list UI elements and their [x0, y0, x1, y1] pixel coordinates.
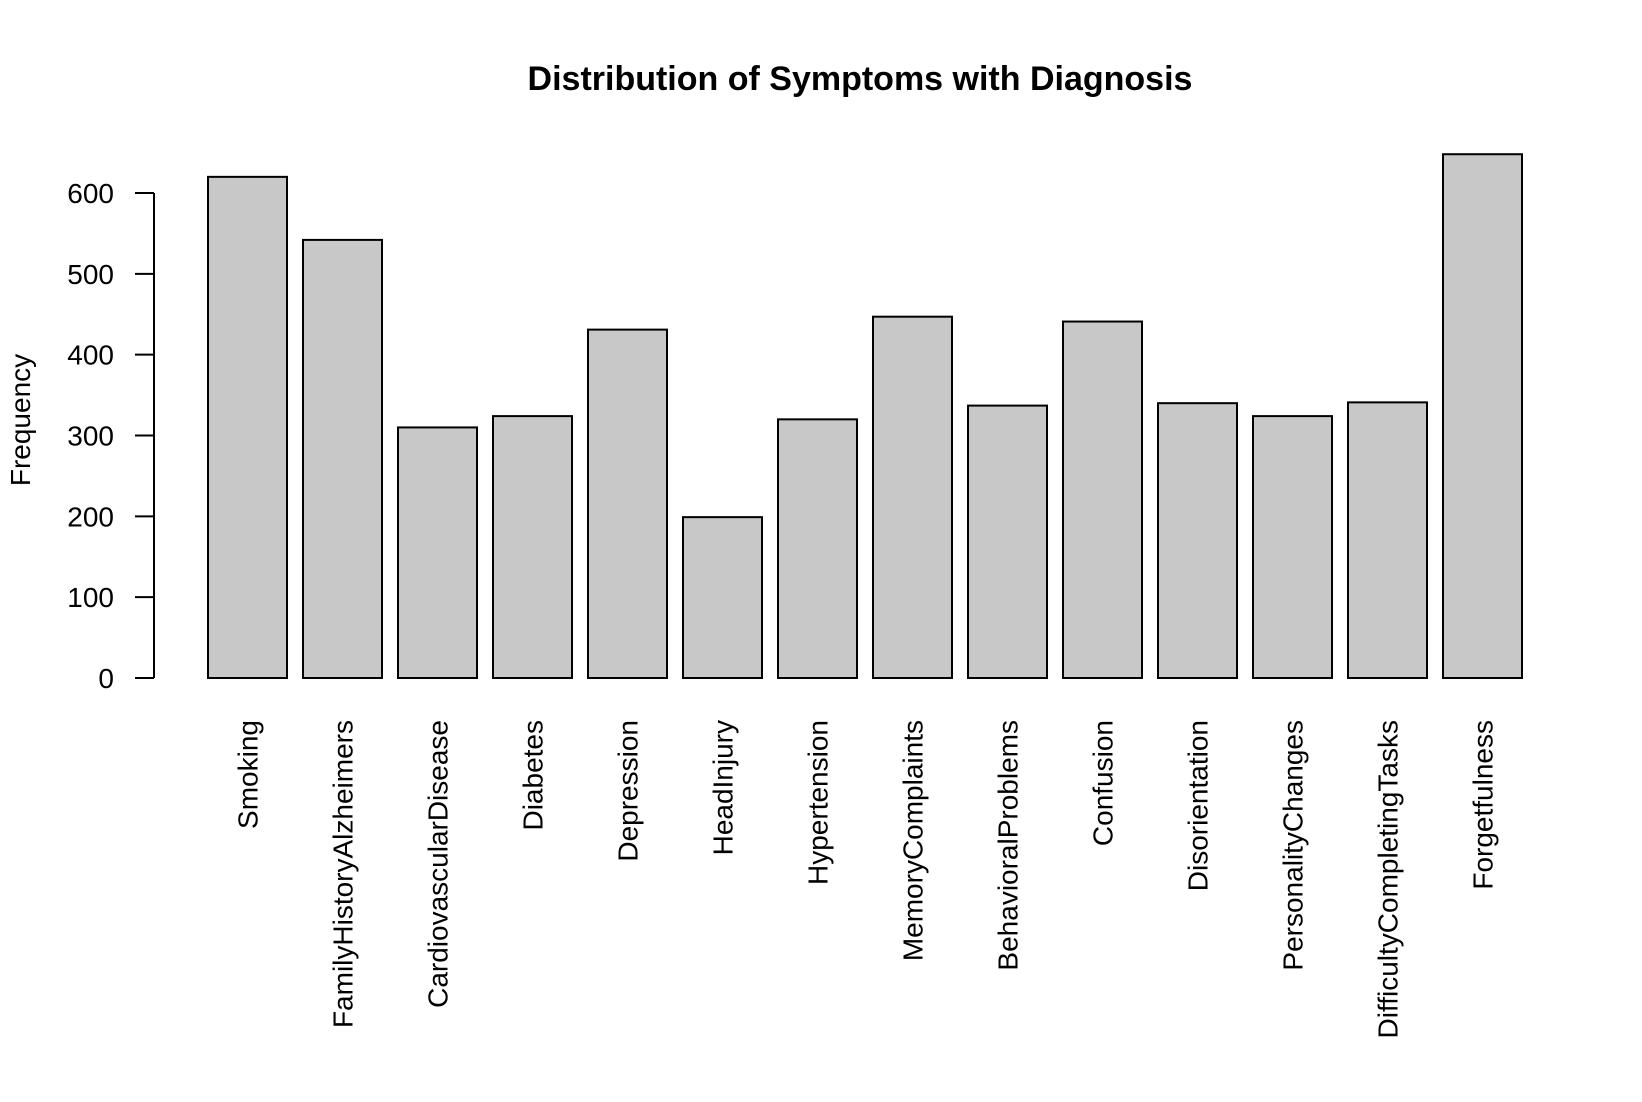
bar-confusion: [1062, 320, 1143, 679]
bar-difficultycompletingtasks: [1347, 401, 1428, 679]
bar-diabetes: [492, 415, 573, 679]
bar-familyhistoryalzheimers: [302, 238, 383, 679]
bar-forgetfulness: [1442, 153, 1523, 679]
bar-headinjury: [682, 516, 763, 680]
bar-smoking: [207, 175, 288, 679]
y-tick-label: 500: [67, 259, 114, 290]
bar-cardiovasculardisease: [397, 426, 478, 679]
x-tick-label: FamilyHistoryAlzheimers: [328, 720, 359, 1028]
bar-hypertension: [777, 418, 858, 679]
x-tick-label: Disorientation: [1183, 720, 1214, 891]
x-tick-label: Forgetfulness: [1468, 720, 1499, 890]
x-tick-label: PersonalityChanges: [1278, 720, 1309, 971]
category-labels: Smoking FamilyHistoryAlzheimers Cardiovasc…: [233, 720, 1499, 1039]
y-axis-label: Frequency: [5, 354, 36, 486]
x-tick-label: MemoryComplaints: [898, 720, 929, 961]
x-tick-label: HeadInjury: [708, 720, 739, 855]
y-tick-label: 100: [67, 582, 114, 613]
x-tick-label: Confusion: [1088, 720, 1119, 846]
bar-personalitychanges: [1252, 415, 1333, 679]
x-tick-label: BehavioralProblems: [993, 720, 1024, 971]
y-tick-label: 0: [98, 663, 114, 694]
bar-disorientation: [1157, 402, 1238, 679]
y-tick-label: 400: [67, 340, 114, 371]
bar-behavioralproblems: [967, 404, 1048, 679]
x-tick-label: Depression: [613, 720, 644, 862]
y-tick-label: 600: [67, 178, 114, 209]
y-axis: 0 100 200 300 400 500 600: [67, 178, 155, 694]
bars-group: [207, 153, 1523, 680]
x-tick-label: DifficultyCompletingTasks: [1373, 720, 1404, 1039]
bar-depression: [587, 328, 668, 679]
x-tick-label: Diabetes: [518, 720, 549, 831]
chart-title: Distribution of Symptoms with Diagnosis: [528, 60, 1193, 98]
x-tick-label: CardiovascularDisease: [423, 720, 454, 1008]
y-tick-label: 200: [67, 501, 114, 532]
bar-memorycomplaints: [872, 315, 953, 679]
x-tick-label: Hypertension: [803, 720, 834, 885]
x-tick-label: Smoking: [233, 720, 264, 829]
y-tick-label: 300: [67, 421, 114, 452]
